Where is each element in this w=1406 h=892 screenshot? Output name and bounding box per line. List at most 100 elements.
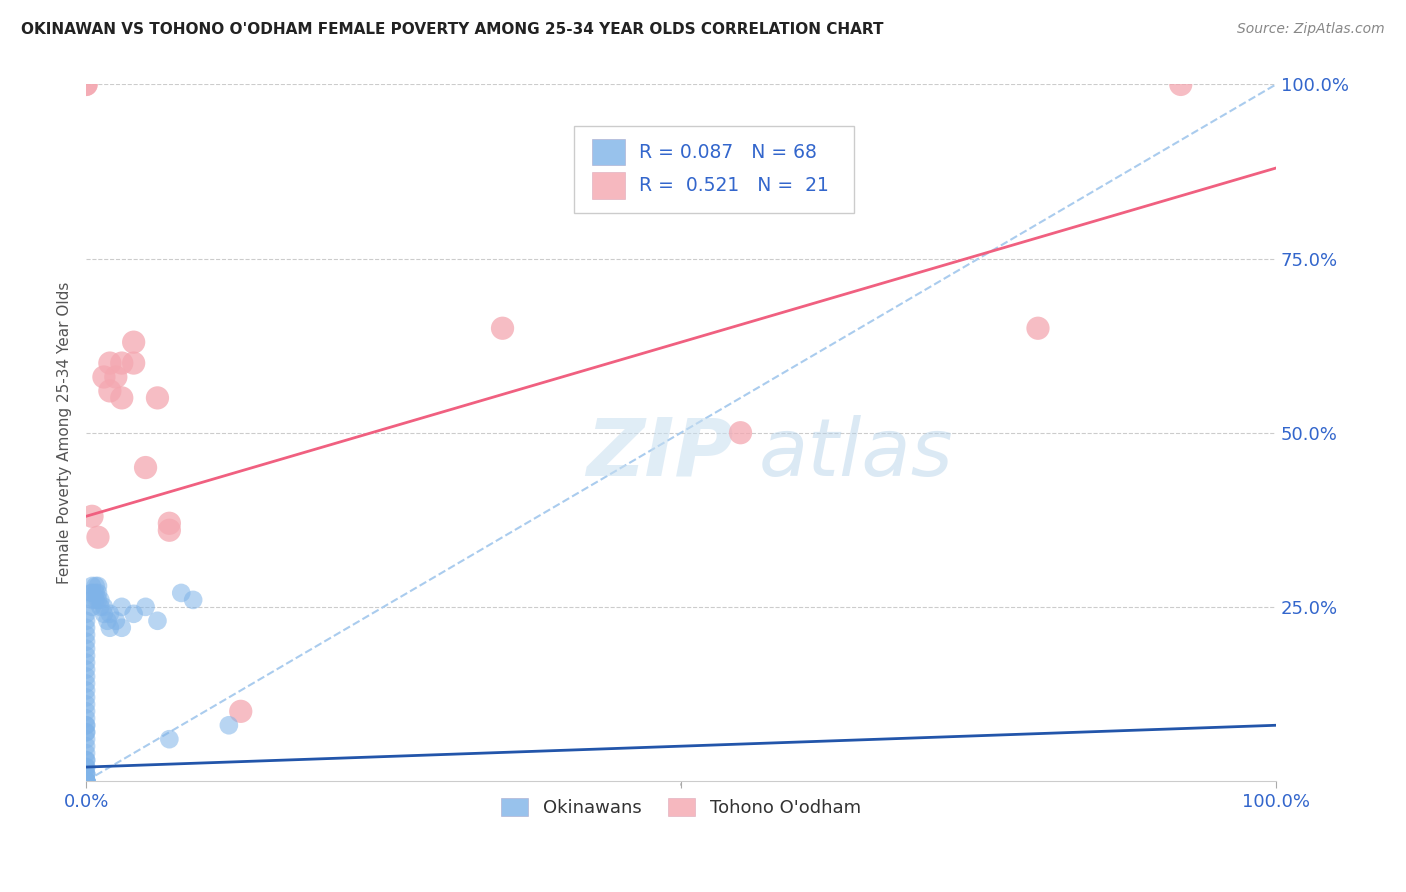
Point [75, 760, 97, 774]
Point [89, 593, 111, 607]
Point [157, 732, 180, 747]
Point [75, 767, 97, 781]
Point [98, 621, 121, 635]
Point [157, 523, 180, 537]
Point [75, 704, 97, 718]
Point [730, 425, 752, 440]
Point [84, 579, 107, 593]
Point [75, 648, 97, 663]
Point [75, 732, 97, 747]
Point [218, 718, 240, 732]
Point [75, 746, 97, 760]
Point [87, 579, 110, 593]
Text: R =  0.521   N =  21: R = 0.521 N = 21 [640, 176, 830, 195]
Point [75, 774, 97, 789]
Point [111, 599, 134, 614]
Point [146, 614, 169, 628]
Point [87, 586, 110, 600]
Point [75, 78, 97, 92]
Point [122, 335, 145, 350]
Point [87, 593, 110, 607]
Text: OKINAWAN VS TOHONO O'ODHAM FEMALE POVERTY AMONG 25-34 YEAR OLDS CORRELATION CHAR: OKINAWAN VS TOHONO O'ODHAM FEMALE POVERT… [21, 22, 883, 37]
Point [75, 676, 97, 690]
Point [75, 78, 97, 92]
FancyBboxPatch shape [592, 139, 626, 165]
Point [135, 460, 157, 475]
Point [75, 774, 97, 789]
Point [75, 718, 97, 732]
Point [75, 774, 97, 789]
Point [80, 509, 103, 524]
Point [75, 656, 97, 670]
Point [75, 690, 97, 705]
Point [157, 516, 180, 531]
FancyBboxPatch shape [574, 127, 853, 213]
Point [87, 530, 110, 544]
Point [96, 614, 118, 628]
Point [75, 753, 97, 767]
Point [93, 607, 115, 621]
Point [75, 753, 97, 767]
Text: R = 0.087   N = 68: R = 0.087 N = 68 [640, 143, 817, 161]
Point [84, 593, 107, 607]
Point [75, 698, 97, 712]
Point [75, 774, 97, 789]
Text: Source: ZipAtlas.com: Source: ZipAtlas.com [1237, 22, 1385, 37]
Point [111, 356, 134, 370]
Point [491, 321, 513, 335]
Point [80, 586, 103, 600]
Point [75, 774, 97, 789]
FancyBboxPatch shape [592, 172, 626, 199]
Point [75, 621, 97, 635]
Point [75, 663, 97, 677]
Point [1026, 321, 1049, 335]
Point [98, 356, 121, 370]
Point [75, 774, 97, 789]
Point [75, 614, 97, 628]
Point [75, 669, 97, 683]
Point [75, 718, 97, 732]
Legend: Okinawans, Tohono O'odham: Okinawans, Tohono O'odham [494, 790, 869, 824]
Text: atlas: atlas [758, 415, 953, 492]
Point [75, 607, 97, 621]
Point [75, 767, 97, 781]
Point [75, 628, 97, 642]
Point [75, 634, 97, 648]
Point [75, 711, 97, 725]
Point [122, 356, 145, 370]
Point [75, 683, 97, 698]
Point [181, 593, 204, 607]
Point [75, 739, 97, 754]
Point [89, 599, 111, 614]
Point [93, 370, 115, 384]
Y-axis label: Female Poverty Among 25-34 Year Olds: Female Poverty Among 25-34 Year Olds [58, 282, 72, 584]
Point [75, 774, 97, 789]
Point [75, 760, 97, 774]
Point [170, 586, 193, 600]
Point [75, 725, 97, 739]
Point [98, 607, 121, 621]
Point [135, 599, 157, 614]
Point [146, 391, 169, 405]
Point [80, 586, 103, 600]
Point [75, 774, 97, 789]
Point [1170, 78, 1192, 92]
Point [104, 614, 127, 628]
Point [122, 607, 145, 621]
Point [84, 586, 107, 600]
Point [104, 370, 127, 384]
Point [75, 725, 97, 739]
Point [75, 767, 97, 781]
Point [111, 621, 134, 635]
Point [80, 593, 103, 607]
Point [98, 384, 121, 398]
Point [111, 391, 134, 405]
Point [93, 599, 115, 614]
Text: ZIP: ZIP [586, 415, 733, 492]
Point [75, 774, 97, 789]
Point [75, 641, 97, 656]
Point [229, 704, 252, 718]
Point [80, 599, 103, 614]
Point [75, 774, 97, 789]
Point [80, 579, 103, 593]
